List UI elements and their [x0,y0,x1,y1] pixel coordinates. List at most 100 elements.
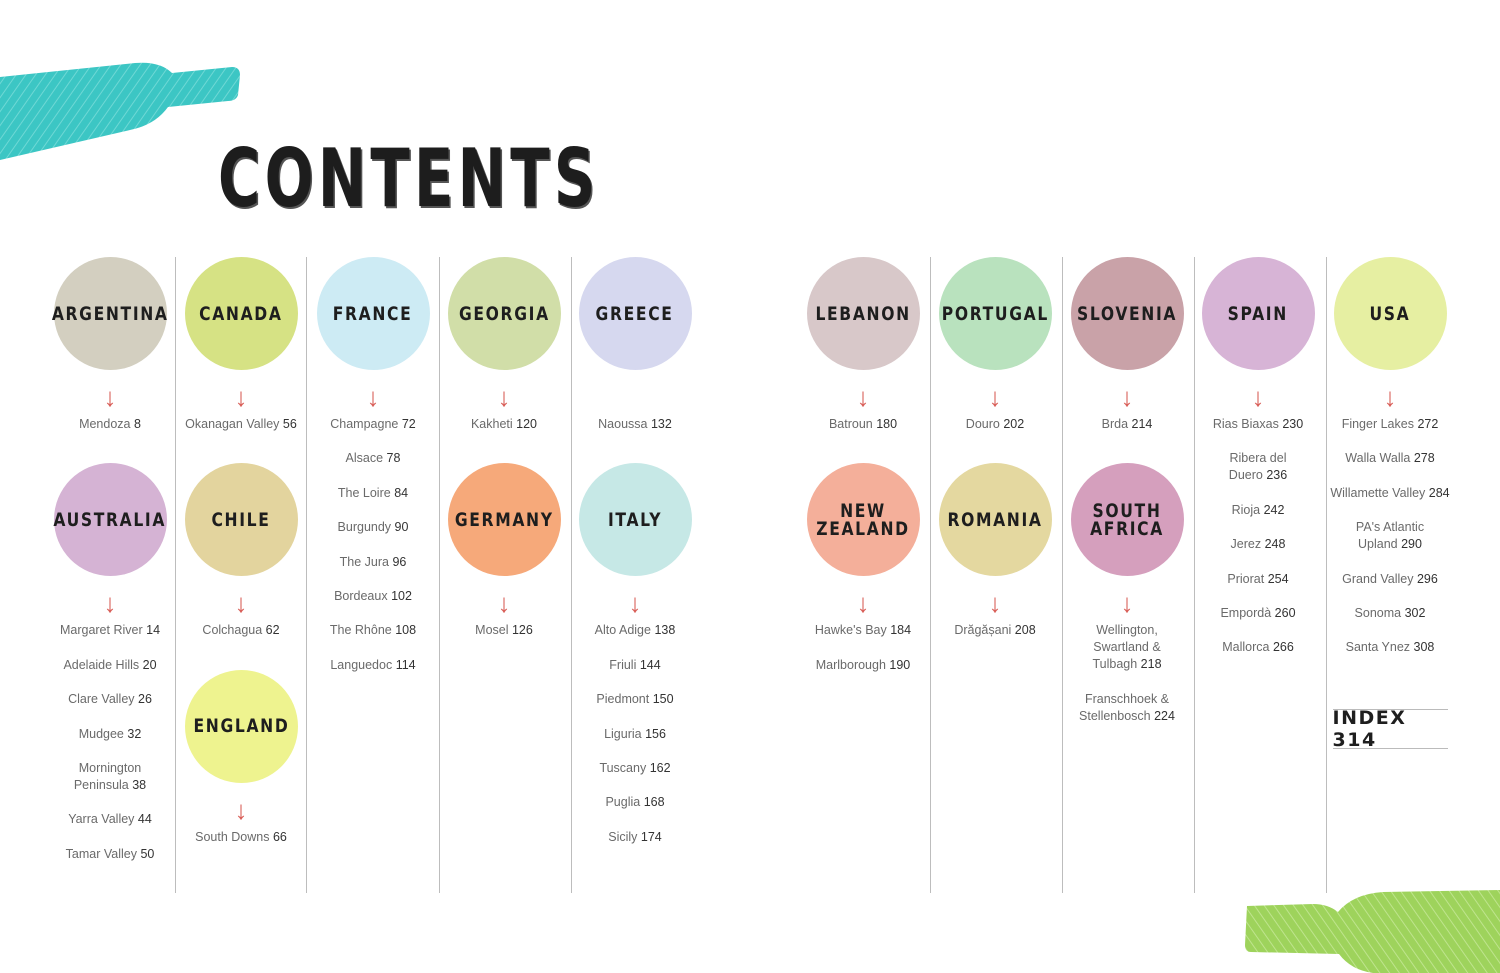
region-name: Mendoza [79,417,131,431]
region-entry[interactable]: Priorat 254 [1227,571,1288,588]
region-entry[interactable]: Walla Walla 278 [1345,450,1434,467]
country-badge[interactable]: AUSTRALIA [53,463,167,577]
region-entry[interactable]: Friuli 144 [609,657,660,674]
country-section: GERMANY ↓ Mosel 126 [447,463,561,656]
region-entry[interactable]: Kakheti 120 [471,416,537,433]
region-entry[interactable]: Grand Valley 296 [1342,571,1438,588]
country-name: GEORGIA [458,302,550,325]
region-entry[interactable]: PA's Atlantic Upland 290 [1356,519,1424,553]
region-entry[interactable]: Tamar Valley 50 [66,846,155,863]
region-entry[interactable]: Naoussa 132 [598,416,672,433]
page-number: 308 [1413,640,1435,655]
region-entry[interactable]: Sicily 174 [608,829,662,846]
page-title: CONTENTS [218,132,600,225]
region-entry[interactable]: Marlborough 190 [816,657,911,674]
region-entry[interactable]: Ribera del Duero 236 [1229,450,1287,484]
region-entry[interactable]: Mallorca 266 [1222,639,1294,656]
region-name: Sicily [608,829,638,844]
region-entry[interactable]: Languedoc 114 [330,657,415,674]
region-name: Colchagua [202,623,263,638]
region-entry[interactable]: Colchagua 62 [202,622,279,639]
country-badge[interactable]: SOUTH AFRICA [1070,463,1184,577]
region-entry[interactable]: Champagne 72 [330,416,416,433]
region-entry[interactable]: Mosel 126 [475,622,533,639]
region-entry[interactable]: The Rhône 108 [330,622,416,639]
region-name: Douro [965,417,1000,431]
country-badge[interactable]: LEBANON [806,257,920,370]
region-entry[interactable]: Rias Biaxas 230 [1213,416,1303,433]
region-entry[interactable]: Mornington Peninsula 38 [74,760,146,794]
region-entry[interactable]: Willamette Valley 284 [1330,485,1449,502]
page-number: 242 [1263,502,1285,517]
country-badge[interactable]: ROMANIA [938,463,1052,577]
country-badge[interactable]: NEW ZEALAND [806,463,920,577]
region-entry[interactable]: Rioja 242 [1232,502,1285,519]
region-entry[interactable]: Hawke's Bay 184 [815,622,911,639]
country-badge[interactable]: SLOVENIA [1070,257,1184,370]
country-badge[interactable]: ITALY [578,463,692,577]
arrow-down-icon: ↓ [234,382,248,412]
country-section: ITALY ↓ Alto Adige 138 Friuli 144 Piedmont 1… [578,463,692,863]
region-entry[interactable]: Santa Ynez 308 [1346,639,1435,656]
region-name: Finger Lakes [1341,417,1414,431]
region-name: Hawke's Bay [814,623,887,638]
country-badge[interactable]: FRANCE [316,257,430,370]
region-name: Franschhoek & Stellenbosch [1079,691,1170,723]
arrow-down-icon: ↓ [497,588,511,619]
region-name: Santa Ynez [1345,640,1414,655]
region-entry[interactable]: Puglia 168 [605,794,664,811]
country-badge[interactable]: CHILE [184,463,298,577]
contents-column: SLOVENIA ↓ Brda 214 SOUTH AFRICA ↓ Wellington… [1062,257,1192,755]
region-name: South Downs [195,829,270,844]
region-name: Naoussa [598,417,648,431]
region-name: Piedmont [596,692,650,707]
region-entry[interactable]: Empordà 260 [1220,605,1295,622]
region-entry[interactable]: Liguria 156 [604,726,666,743]
region-entry[interactable]: Franschhoek & Stellenbosch 224 [1079,691,1175,725]
region-entry[interactable]: Okanagan Valley 56 [185,416,297,433]
region-entry[interactable]: Mudgee 32 [79,726,142,743]
country-badge[interactable]: ENGLAND [184,669,298,783]
country-badge[interactable]: USA [1333,257,1447,370]
page-number: 180 [876,417,898,431]
region-entry[interactable]: Finger Lakes 272 [1342,416,1439,433]
region-entry[interactable]: Brda 214 [1102,416,1153,433]
country-badge[interactable]: PORTUGAL [938,257,1052,370]
country-badge[interactable]: ARGENTINA [52,257,167,370]
country-badge[interactable]: GERMANY [447,463,561,577]
region-entry[interactable]: The Loire 84 [338,485,408,502]
page-number: 290 [1401,537,1422,552]
region-entry[interactable]: Mendoza 8 [79,416,141,433]
region-entry[interactable]: Douro 202 [966,416,1024,433]
region-name: Ribera del Duero [1228,451,1287,483]
region-name: Tamar Valley [65,846,137,861]
region-entry[interactable]: Batroun 180 [829,416,897,433]
region-entry[interactable]: Wellington, Swartland & Tulbagh 218 [1092,622,1161,673]
region-entry[interactable]: Jerez 248 [1231,536,1286,553]
region-entry[interactable]: Bordeaux 102 [334,588,412,605]
country-name: USA [1369,302,1411,325]
country-badge[interactable]: SPAIN [1201,257,1315,370]
column-divider [306,257,307,893]
country-badge[interactable]: GEORGIA [447,257,561,370]
region-entry[interactable]: Burgundy 90 [338,519,409,536]
region-entry[interactable]: Alsace 78 [346,450,401,467]
region-name: Mallorca [1222,640,1270,655]
country-badge[interactable]: CANADA [184,257,298,370]
region-name: Empordà [1220,605,1272,620]
region-entry[interactable]: Piedmont 150 [596,691,673,708]
page-number: 20 [142,657,157,672]
index-link[interactable]: INDEX 314 [1332,707,1448,751]
region-entry[interactable]: Drăgășani 208 [954,622,1035,639]
region-entry[interactable]: Adelaide Hills 20 [63,657,156,674]
region-entry[interactable]: Clare Valley 26 [68,691,152,708]
region-entry[interactable]: Yarra Valley 44 [68,811,152,828]
region-entry[interactable]: Alto Adige 138 [595,622,676,639]
page-number: 296 [1416,571,1438,586]
region-entry[interactable]: The Jura 96 [340,554,407,571]
region-entry[interactable]: Tuscany 162 [599,760,670,777]
region-entry[interactable]: Sonoma 302 [1355,605,1426,622]
region-entry[interactable]: South Downs 66 [195,829,287,846]
country-badge[interactable]: GREECE [578,257,692,370]
region-entry[interactable]: Margaret River 14 [60,622,160,639]
